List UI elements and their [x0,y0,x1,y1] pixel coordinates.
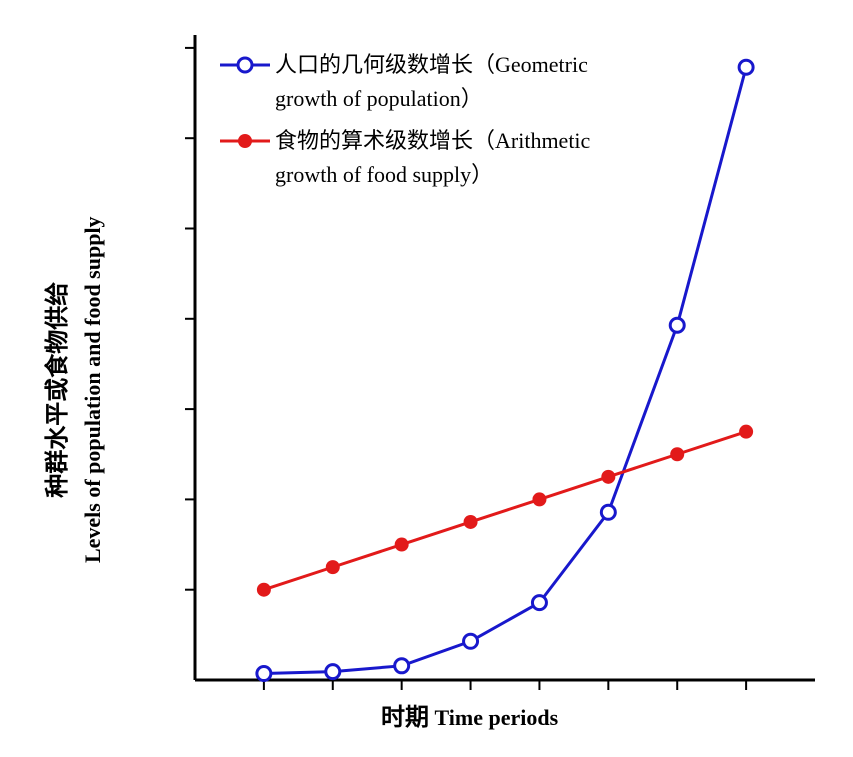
marker-food [670,447,684,461]
marker-food [601,470,615,484]
marker-population [739,60,753,74]
marker-population [257,667,271,681]
marker-population [532,596,546,610]
growth-chart: 人口的几何级数增长（Geometric growth of population）… [0,0,853,757]
series-line-population [264,67,746,673]
marker-population [464,634,478,648]
marker-food [395,538,409,552]
chart-container: 人口的几何级数增长（Geometric growth of population）… [0,0,853,757]
legend-label-food-2: growth of food supply） [275,162,493,187]
y-axis-label-cn: 种群水平或食物供给 [43,282,71,498]
y-axis-label-en: Levels of population and food supply [80,216,105,563]
legend-label-population-1: 人口的几何级数增长（Geometric [275,52,588,77]
marker-food [739,425,753,439]
marker-food [532,492,546,506]
marker-food [326,560,340,574]
marker-population [326,665,340,679]
marker-food [257,583,271,597]
legend-marker-population [238,58,252,72]
legend-label-food-1: 食物的算术级数增长（Arithmetic [275,128,591,153]
marker-population [395,659,409,673]
legend-marker-food [238,134,252,148]
legend-label-population-2: growth of population） [275,86,483,111]
marker-population [670,318,684,332]
marker-population [601,505,615,519]
marker-food [464,515,478,529]
x-axis-label: 时期 Time periods [381,704,559,731]
